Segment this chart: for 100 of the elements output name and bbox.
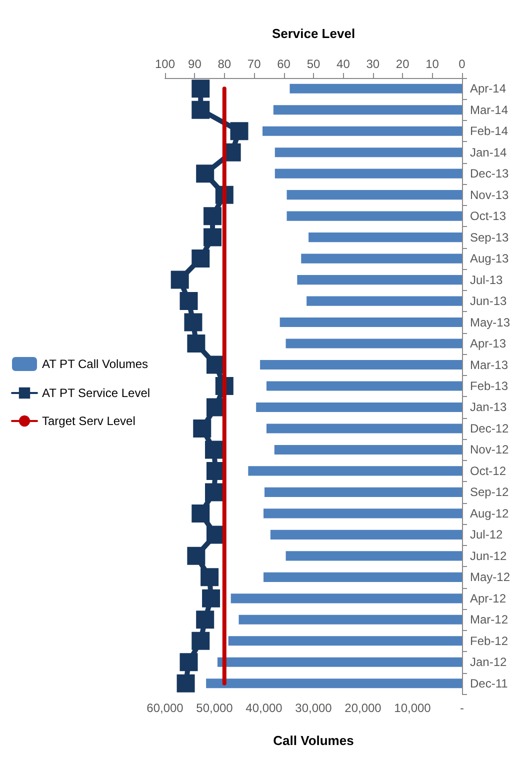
- x-tick-label: -: [460, 701, 464, 715]
- y-tick-label: Jan-13: [470, 400, 508, 414]
- y-tick-label: Aug-13: [470, 252, 510, 266]
- x-tick-label: 20,000: [344, 701, 382, 715]
- y-tick-label: Apr-13: [470, 336, 506, 351]
- y-tick-label: Jun-12: [470, 548, 508, 563]
- x2-tick-label: 0: [458, 57, 466, 71]
- x2-axis-title: Service Level: [272, 26, 356, 41]
- bar: [286, 211, 462, 221]
- x2-tick-label: 10: [426, 57, 440, 71]
- y-tick-label: May-13: [470, 315, 510, 330]
- point: [196, 164, 214, 183]
- y-tick-label: Oct-12: [470, 464, 506, 478]
- point: [196, 610, 214, 629]
- y-tick-label: Mar-12: [470, 612, 508, 627]
- y-tick-label: Jan-14: [470, 145, 508, 160]
- y-tick-label: Oct-13: [470, 209, 506, 224]
- bar: [266, 381, 462, 391]
- point: [192, 632, 210, 650]
- x2-tick-label: 20: [396, 57, 410, 71]
- y-tick-label: Nov-13: [470, 188, 510, 202]
- y-tick-label: May-12: [470, 570, 510, 584]
- bar: [273, 105, 462, 115]
- point: [204, 228, 222, 246]
- y-tick-label: Nov-12: [470, 442, 510, 457]
- point: [170, 270, 189, 289]
- legend-label: AT PT Service Level: [42, 386, 150, 400]
- x2-tick-label: 30: [366, 57, 380, 71]
- bar: [264, 572, 462, 582]
- bar: [217, 657, 462, 667]
- y-tick-label: Jan-12: [470, 655, 508, 670]
- bar: [262, 126, 462, 136]
- x2-tick-label: 90: [188, 57, 202, 71]
- y-tick-label: Aug-12: [470, 506, 510, 520]
- x2-tick-label: 40: [336, 57, 350, 71]
- y-tick-label: Jul-13: [470, 272, 504, 287]
- bar: [266, 424, 462, 434]
- y-tick-label: Apr-14: [470, 82, 506, 96]
- bar: [306, 296, 462, 306]
- point: [200, 568, 219, 586]
- point: [187, 334, 206, 353]
- x2-tick-label: 80: [218, 57, 232, 71]
- point: [192, 250, 210, 268]
- y-tick-label: Dec-11: [470, 676, 508, 690]
- point: [205, 440, 224, 459]
- bar: [264, 508, 462, 518]
- point: [192, 504, 210, 522]
- y-tick-label: Dec-12: [470, 421, 510, 436]
- bar: [248, 466, 462, 476]
- point: [176, 674, 195, 692]
- x-tick-label: 50,000: [196, 701, 234, 715]
- point: [204, 207, 222, 226]
- bar: [270, 530, 462, 540]
- y-tick-label: Jun-13: [470, 294, 508, 308]
- bar: [280, 317, 462, 328]
- legend-label: Target Serv Level: [42, 414, 136, 428]
- bar: [256, 402, 462, 412]
- bar: [238, 614, 462, 624]
- bar: [274, 168, 462, 178]
- bar: [297, 275, 462, 285]
- point: [180, 653, 198, 672]
- y-tick-label: Sep-13: [470, 230, 510, 244]
- bar: [274, 444, 462, 455]
- bar: [286, 338, 462, 348]
- point: [180, 292, 198, 310]
- x2-tick-label: 60: [277, 57, 291, 71]
- y-tick-label: Feb-13: [470, 379, 508, 393]
- x-tick-label: 60,000: [146, 701, 184, 715]
- bar: [286, 551, 462, 561]
- point: [187, 546, 206, 565]
- y-tick-label: Feb-12: [470, 634, 508, 648]
- point: [192, 80, 210, 98]
- y-tick-label: Jul-12: [470, 528, 504, 542]
- point: [193, 419, 212, 438]
- x-axis-title: Call Volumes: [273, 733, 354, 748]
- bar: [260, 360, 462, 370]
- y-tick-label: Mar-14: [470, 102, 508, 117]
- x2-tick-label: 100: [154, 57, 176, 71]
- point: [192, 100, 210, 119]
- bar: [206, 678, 462, 688]
- bar: [264, 487, 462, 497]
- y-tick-label: Mar-13: [470, 358, 508, 372]
- x2-tick-label: 50: [306, 57, 320, 71]
- x2-tick-label: 70: [247, 57, 262, 71]
- y-tick-label: Apr-12: [470, 591, 506, 606]
- bar: [230, 594, 462, 604]
- bar: [290, 84, 462, 94]
- x-tick-label: 10,000: [394, 701, 432, 715]
- y-tick-label: Dec-13: [470, 166, 510, 181]
- bar: [308, 232, 462, 242]
- point: [230, 122, 248, 140]
- bar: [286, 190, 462, 200]
- x-tick-label: 30,000: [295, 701, 332, 715]
- point: [205, 483, 224, 502]
- y-tick-label: Sep-12: [470, 485, 510, 500]
- legend-label: AT PT Call Volumes: [42, 357, 148, 371]
- bar: [301, 254, 462, 264]
- point: [184, 313, 202, 332]
- x-tick-label: 40,000: [246, 701, 283, 715]
- point: [202, 589, 220, 608]
